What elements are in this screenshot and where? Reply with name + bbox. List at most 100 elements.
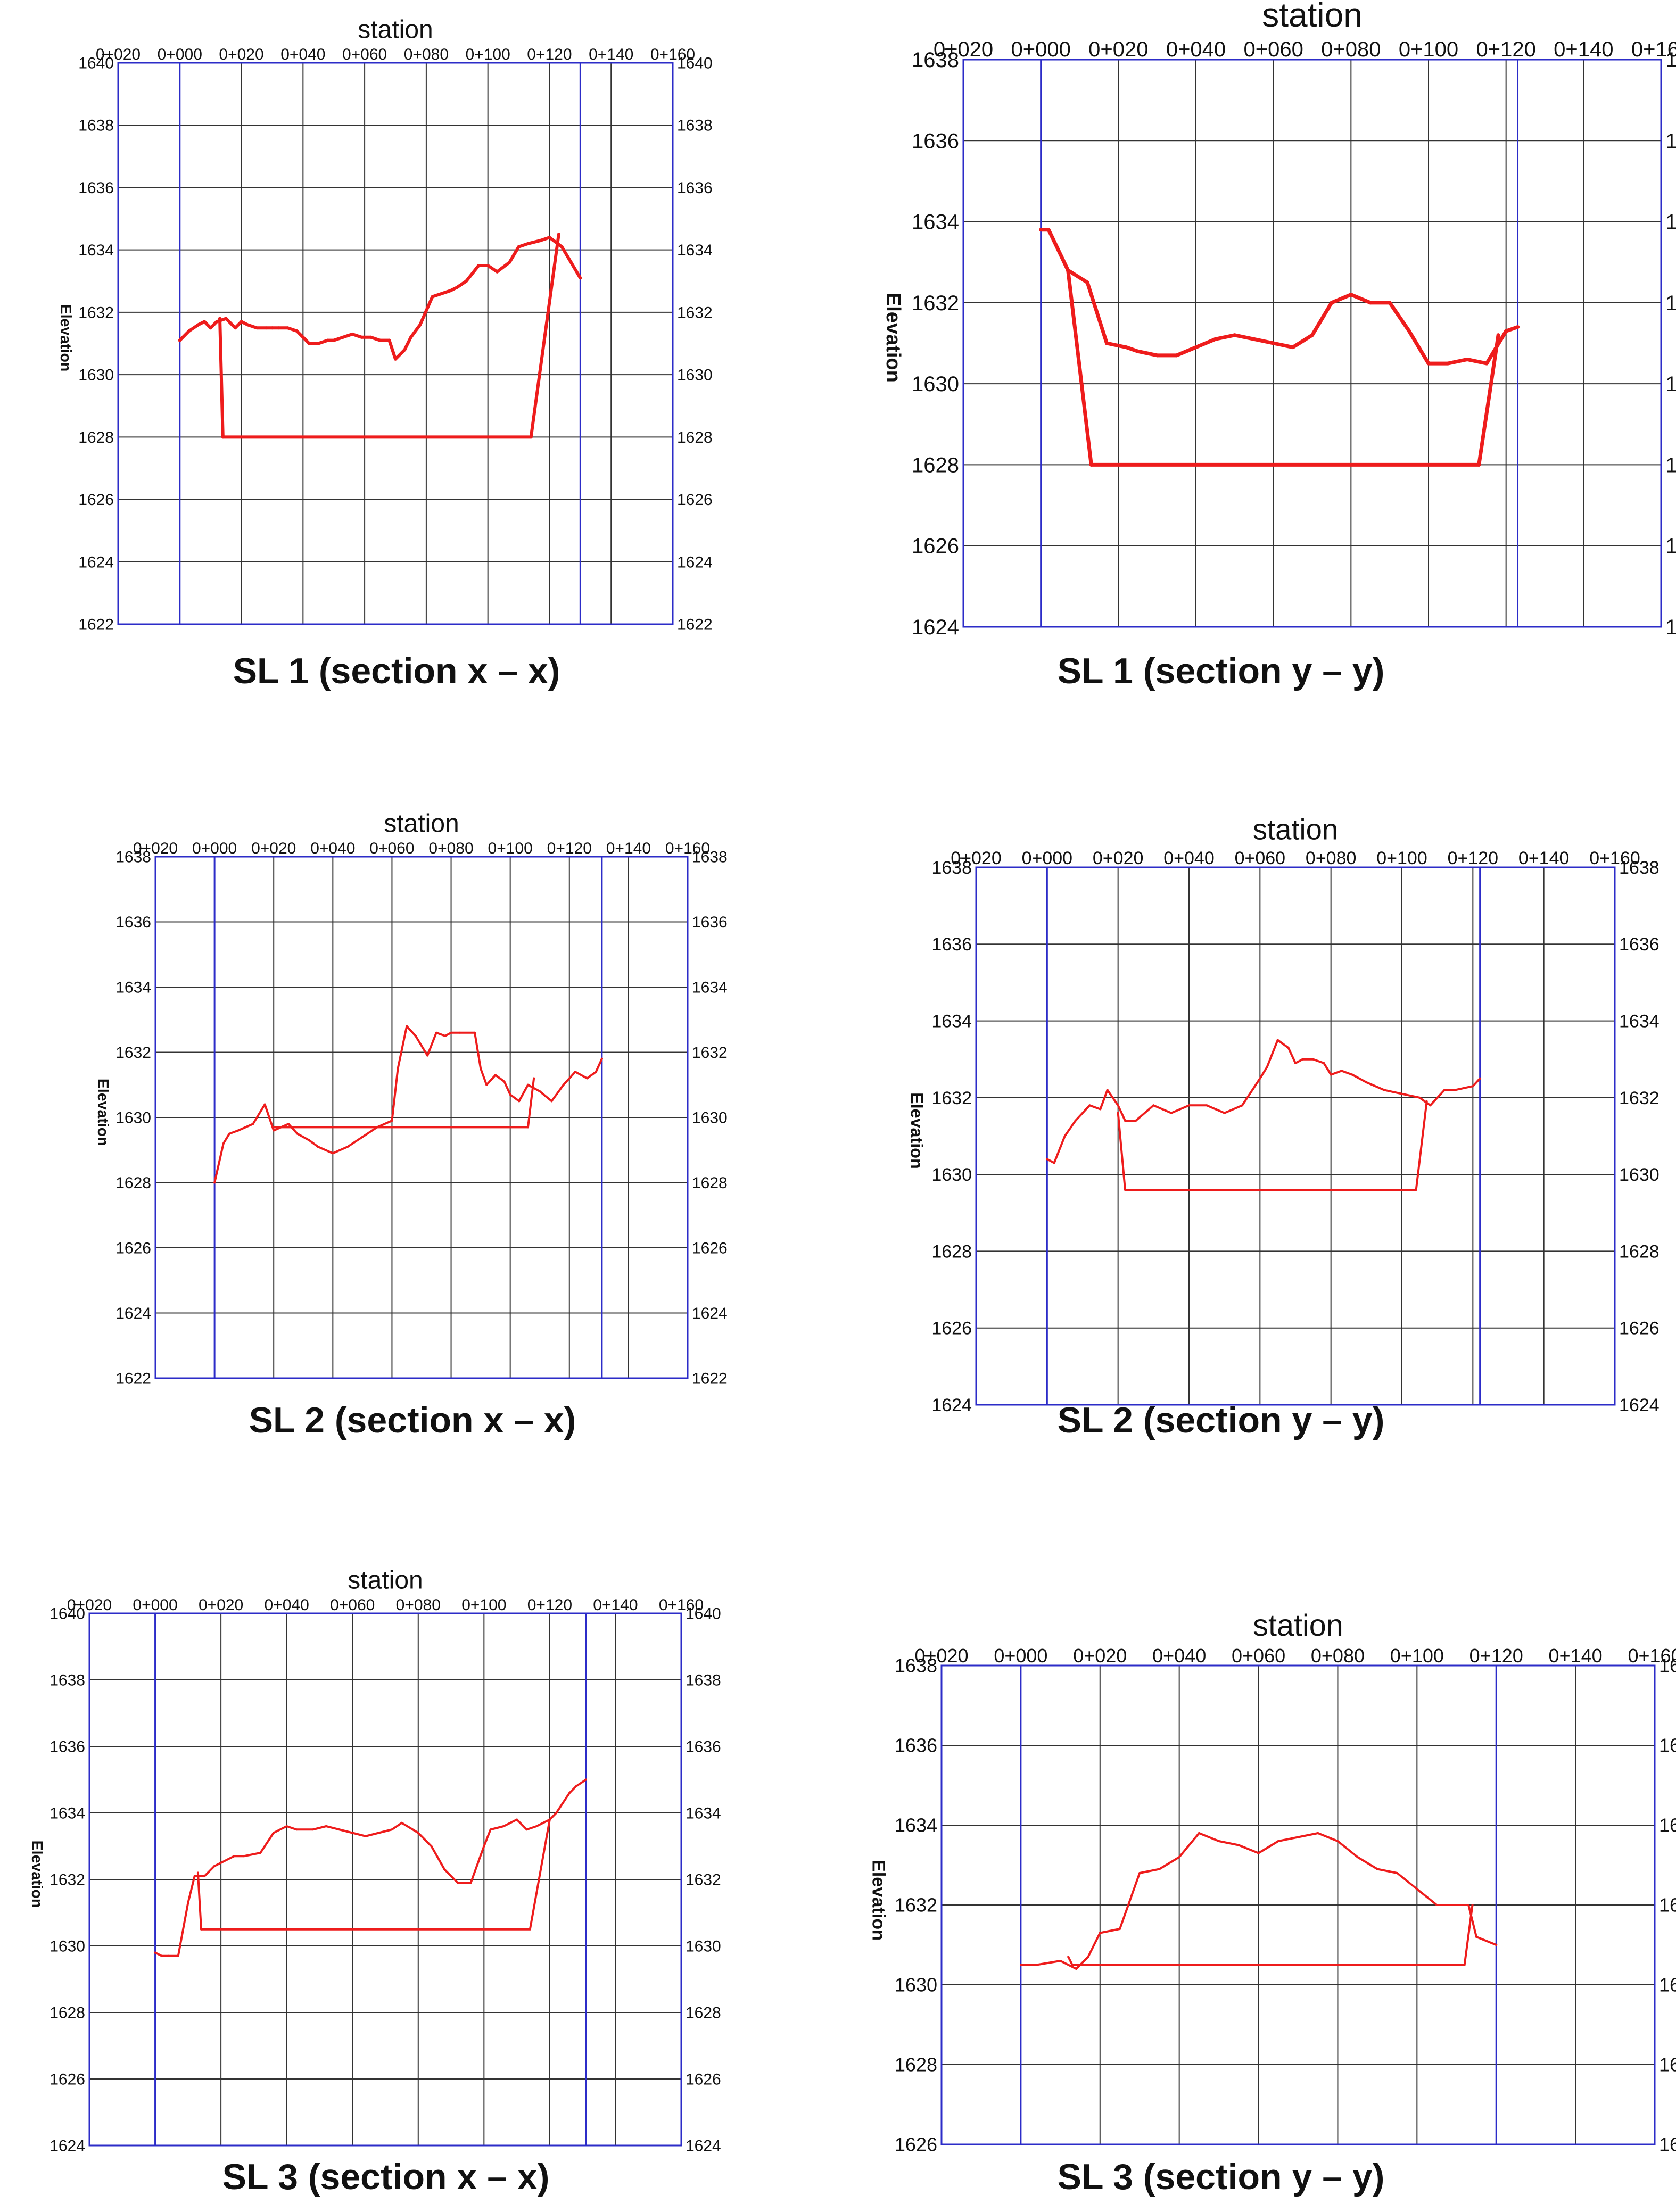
y-tick-label-right: 1630 [677, 367, 713, 384]
ground-profile-point [296, 1132, 299, 1135]
ground-profile-point [1436, 1096, 1439, 1099]
y-tick-label-left: 1634 [78, 242, 114, 259]
ground-profile-point [213, 1865, 216, 1867]
excavation-profile-point [1415, 1189, 1417, 1191]
x-tick-label: 0+000 [994, 1645, 1047, 1667]
y-tick-label-left: 1624 [49, 2138, 85, 2155]
chart-caption: SL 3 (section x – x) [222, 2157, 550, 2197]
ground-profile-point [1443, 1089, 1446, 1091]
ground-profile-point [177, 1954, 179, 1957]
ground-profile-point [1074, 1120, 1077, 1122]
y-tick-label-left: 1624 [115, 1305, 151, 1322]
ground-profile-point [414, 1034, 417, 1037]
ground-profile-point [196, 323, 200, 327]
ground-profile-point [1317, 1832, 1319, 1834]
grid-lines [976, 867, 1615, 1405]
y-tick-label-right: 1638 [1665, 48, 1676, 72]
y-tick-label-left: 1624 [912, 616, 959, 639]
ground-profile-point [378, 338, 382, 342]
ground-profile-point [574, 1071, 576, 1073]
chart-sl2-xx-svg: 1622 1622 1624 1624 1626 1626 1628 1628 1630 1630… [94, 810, 728, 1388]
y-tick-label-left: 1628 [115, 1174, 151, 1192]
ground-profile-point [403, 348, 407, 352]
ground-profile-point [1124, 1120, 1126, 1122]
y-tick-label-right: 1626 [677, 491, 713, 509]
ground-profile-point [517, 245, 521, 248]
excavation-profile-line [1066, 268, 1500, 467]
ground-profile-point [1310, 333, 1314, 337]
y-tick-label-right: 1638 [677, 117, 713, 135]
y-tick-label-right: 1628 [1659, 2054, 1676, 2076]
excavation-profile-point [527, 1126, 529, 1129]
ground-profile-point [417, 1832, 419, 1834]
excavation-profile-point [1477, 462, 1481, 467]
ground-profile-point [1454, 1089, 1456, 1091]
x-tick-minus: − [958, 848, 969, 868]
excavation-profile-point [1067, 1956, 1070, 1958]
y-tick-label-right: 1636 [677, 179, 713, 197]
ground-profile-point [600, 1057, 603, 1060]
excavation-profile-point [557, 233, 560, 236]
ground-profile-point [550, 1100, 553, 1103]
excavation-profile-point [1425, 1100, 1428, 1103]
ground-profile-point [1035, 1964, 1038, 1966]
x-tick-label: 0+120 [1469, 1645, 1523, 1667]
ground-profile-point [273, 1129, 275, 1132]
ground-profile-point [295, 1828, 298, 1831]
ground-profile-point [1312, 1058, 1315, 1061]
chart-sl2-xx: 1622 1622 1624 1624 1626 1626 1628 1628 1630 1630… [0, 798, 798, 1469]
chart-sl3-yy: 1626 1626 1628 1628 1630 1630 1632 1632 1634 1634… [771, 1554, 1676, 2212]
excavation-profile-point [200, 1928, 203, 1931]
x-tick-label: 0+160 [665, 840, 710, 857]
x-tick-label: 0+000 [1011, 38, 1070, 61]
ground-profile-point [1257, 1852, 1260, 1854]
ground-profile-point [1465, 357, 1469, 361]
y-tick-label-left: 1630 [78, 367, 114, 384]
ground-profile-line [154, 1778, 587, 1957]
ground-profile-point [1237, 1844, 1240, 1846]
ground-profile-point [259, 1852, 262, 1854]
ground-profile-point [1046, 1158, 1048, 1161]
x-tick-label: 0+020 [951, 848, 1002, 868]
y-tick-label-left: 1632 [49, 1871, 85, 1889]
ground-profile-point [1294, 1062, 1297, 1064]
grid-lines [118, 62, 673, 625]
ground-profile-point [255, 326, 259, 330]
x-tick-label: 0+100 [1376, 848, 1427, 868]
y-tick-label-left: 1636 [895, 1735, 937, 1757]
ground-profile-point [555, 1812, 558, 1814]
y-tick-label-right: 1626 [686, 2071, 721, 2089]
grid-lines [963, 59, 1662, 627]
y-axis-title: Elevation [882, 293, 904, 383]
x-tick-label: 0+040 [1166, 38, 1226, 61]
x-tick-label: 0+000 [192, 840, 237, 857]
ground-profile-point [167, 1954, 170, 1957]
x-tick-label: 0+140 [1554, 38, 1613, 61]
ground-profile-point [1188, 1104, 1190, 1107]
ground-profile-point [237, 1129, 240, 1132]
y-tick-label-right: 1622 [692, 1370, 728, 1388]
plot-frame [117, 62, 674, 625]
ground-profile-point [1479, 1077, 1481, 1080]
ground-profile-point [360, 335, 364, 339]
ground-profile-point [1241, 1104, 1243, 1107]
ground-profile-point [1365, 1081, 1368, 1083]
ground-profile-point [332, 338, 336, 342]
x-tick-label: 0+040 [310, 840, 355, 857]
excavation-profile-point [1471, 1904, 1474, 1906]
plot-frame [88, 1612, 682, 2147]
x-tick-label: 0+080 [1321, 38, 1381, 61]
y-tick-label-right: 1632 [1619, 1088, 1660, 1108]
y-axis-title: Elevation [57, 304, 74, 372]
ground-profile-point [1475, 1936, 1477, 1938]
y-tick-label-left: 1622 [115, 1370, 151, 1388]
ground-profile-point [1119, 1928, 1121, 1930]
chart-sl1-xx: 1622 1622 1624 1624 1626 1626 1628 1628 1630 1630… [0, 0, 798, 708]
y-tick-label-right: 1638 [1619, 858, 1660, 878]
x-tick-label: 0+140 [606, 840, 651, 857]
y-tick-label-right: 1640 [677, 55, 713, 72]
ground-profile-point [527, 1083, 529, 1086]
ground-profile-point [525, 1828, 528, 1831]
x-tick-label: 0+020 [251, 840, 296, 857]
y-tick-label-left: 1638 [78, 117, 114, 135]
